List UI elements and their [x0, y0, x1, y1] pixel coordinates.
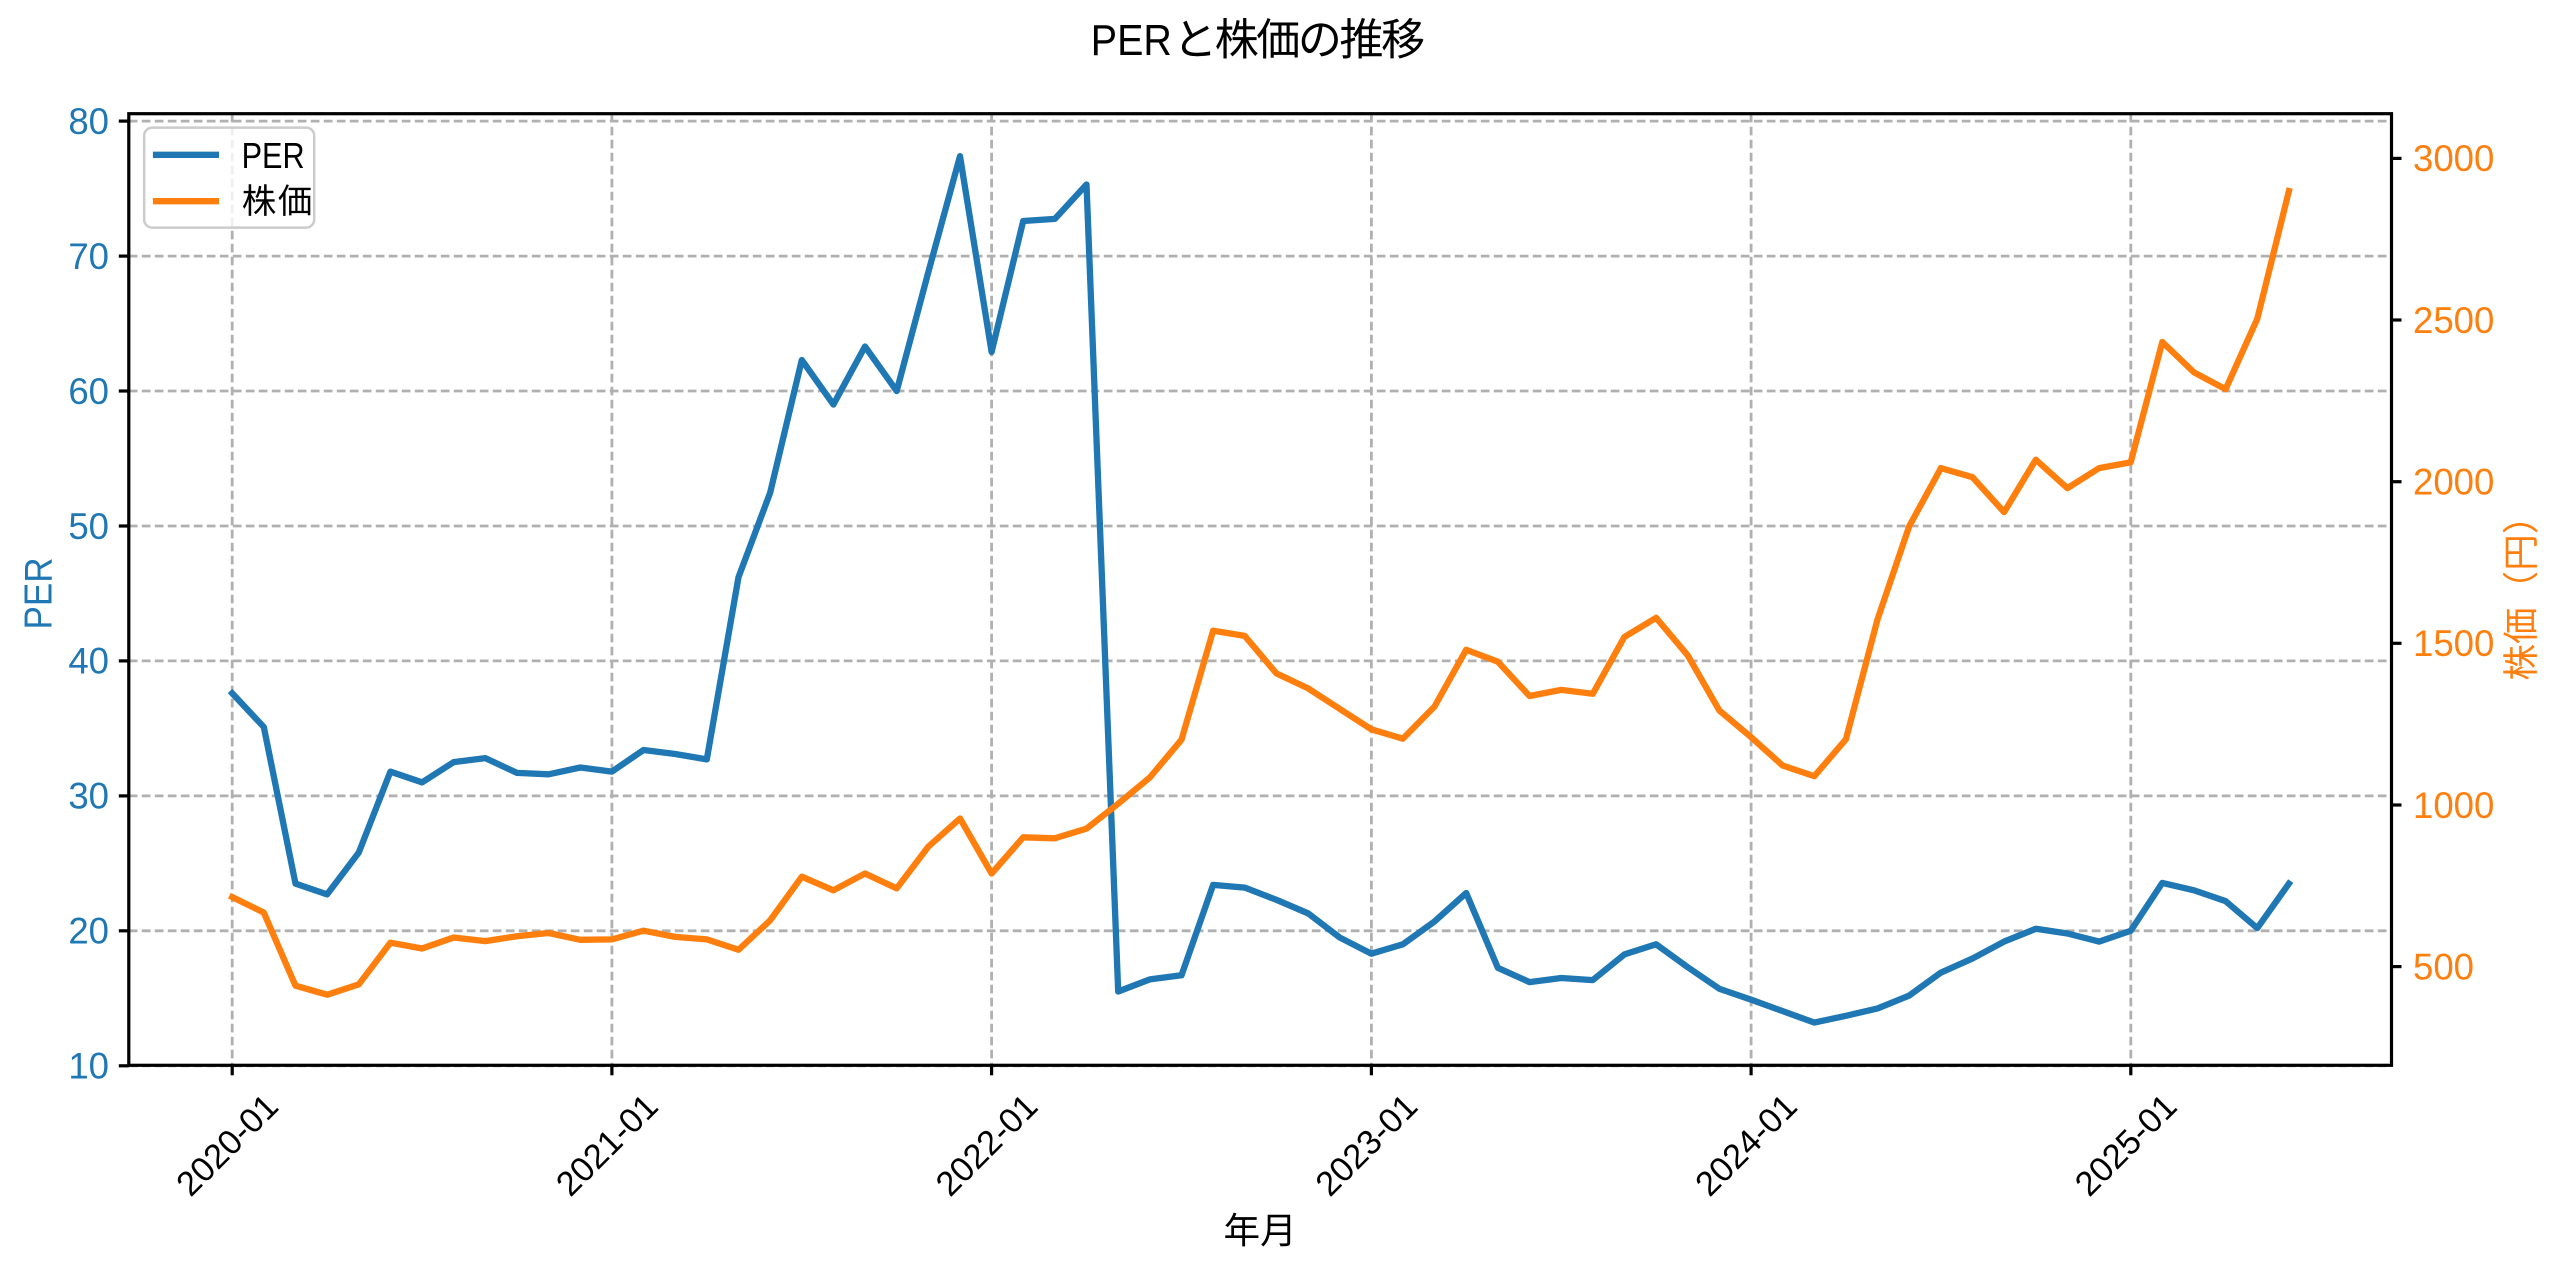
- svg-text:2000: 2000: [2413, 462, 2494, 503]
- svg-text:1500: 1500: [2413, 623, 2494, 664]
- svg-text:10: 10: [68, 1046, 109, 1087]
- svg-text:3000: 3000: [2413, 138, 2494, 179]
- svg-text:PER: PER: [1091, 16, 1172, 65]
- svg-text:PER: PER: [242, 135, 305, 176]
- svg-text:1000: 1000: [2413, 785, 2494, 826]
- svg-text:30: 30: [68, 776, 109, 817]
- svg-text:500: 500: [2413, 946, 2474, 987]
- svg-text:60: 60: [68, 371, 109, 412]
- svg-text:40: 40: [68, 641, 109, 682]
- svg-text:50: 50: [68, 506, 109, 547]
- svg-text:70: 70: [68, 236, 109, 277]
- svg-text:PER: PER: [17, 558, 60, 630]
- svg-text:80: 80: [68, 101, 109, 142]
- svg-text:2500: 2500: [2413, 300, 2494, 341]
- svg-text:20: 20: [68, 911, 109, 952]
